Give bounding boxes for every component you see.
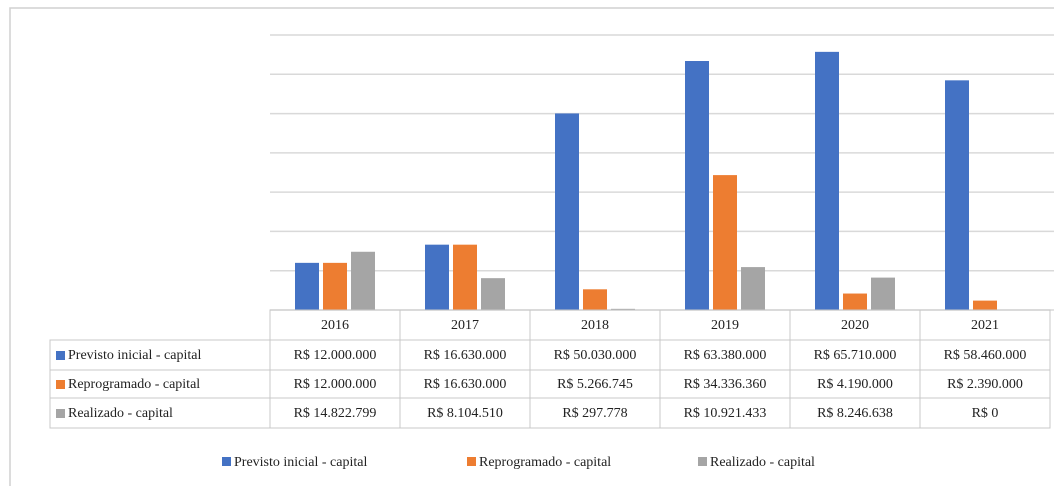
table-value: R$ 10.921.433 [684, 406, 767, 421]
table-value: R$ 2.390.000 [947, 377, 1023, 392]
table-row-label: Reprogramado - capital [68, 377, 200, 392]
table-value: R$ 8.246.638 [817, 406, 893, 421]
bar [685, 61, 709, 310]
table-row-label: Realizado - capital [68, 406, 173, 421]
table-value: R$ 0 [972, 406, 999, 421]
x-tick-label: 2018 [581, 318, 609, 333]
chart-frame [9, 7, 1054, 486]
bar [583, 289, 607, 310]
x-tick-label: 2017 [451, 318, 479, 333]
bar [453, 244, 477, 310]
bar [323, 262, 347, 310]
bar [481, 278, 505, 310]
legend-key [56, 380, 65, 389]
legend-key [698, 457, 707, 466]
bar [611, 308, 635, 310]
bar [351, 251, 375, 310]
table-value: R$ 8.104.510 [427, 406, 503, 421]
table-value: R$ 16.630.000 [424, 377, 507, 392]
table-value: R$ 65.710.000 [814, 348, 897, 363]
table-row-label: Previsto inicial - capital [68, 348, 201, 363]
table-value: R$ 5.266.745 [557, 377, 633, 392]
bar [843, 293, 867, 310]
table-value: R$ 297.778 [562, 406, 627, 421]
table-cell [919, 397, 1051, 429]
bar [815, 51, 839, 310]
table-value: R$ 14.822.799 [294, 406, 377, 421]
bar [555, 113, 579, 310]
legend-key [56, 351, 65, 360]
table-value: R$ 63.380.000 [684, 348, 767, 363]
table-value: R$ 16.630.000 [424, 348, 507, 363]
x-tick-label: 2016 [321, 318, 349, 333]
table-value: R$ 4.190.000 [817, 377, 893, 392]
table-value: R$ 12.000.000 [294, 377, 377, 392]
table-value: R$ 58.460.000 [944, 348, 1027, 363]
table-value: R$ 34.336.360 [684, 377, 767, 392]
x-tick-label: 2021 [971, 318, 999, 333]
bar [425, 244, 449, 310]
bar [295, 262, 319, 310]
legend-key [56, 409, 65, 418]
bar [741, 267, 765, 310]
bar [871, 277, 895, 310]
x-tick-label: 2020 [841, 318, 869, 333]
table-value: R$ 12.000.000 [294, 348, 377, 363]
legend-key [222, 457, 231, 466]
legend-label: Previsto inicial - capital [234, 455, 367, 470]
bar [945, 80, 969, 310]
bar [713, 175, 737, 310]
x-tick-label: 2019 [711, 318, 739, 333]
legend-label: Realizado - capital [710, 455, 815, 470]
legend-key [467, 457, 476, 466]
table-value: R$ 50.030.000 [554, 348, 637, 363]
bar [973, 300, 997, 310]
legend-label: Reprogramado - capital [479, 455, 611, 470]
